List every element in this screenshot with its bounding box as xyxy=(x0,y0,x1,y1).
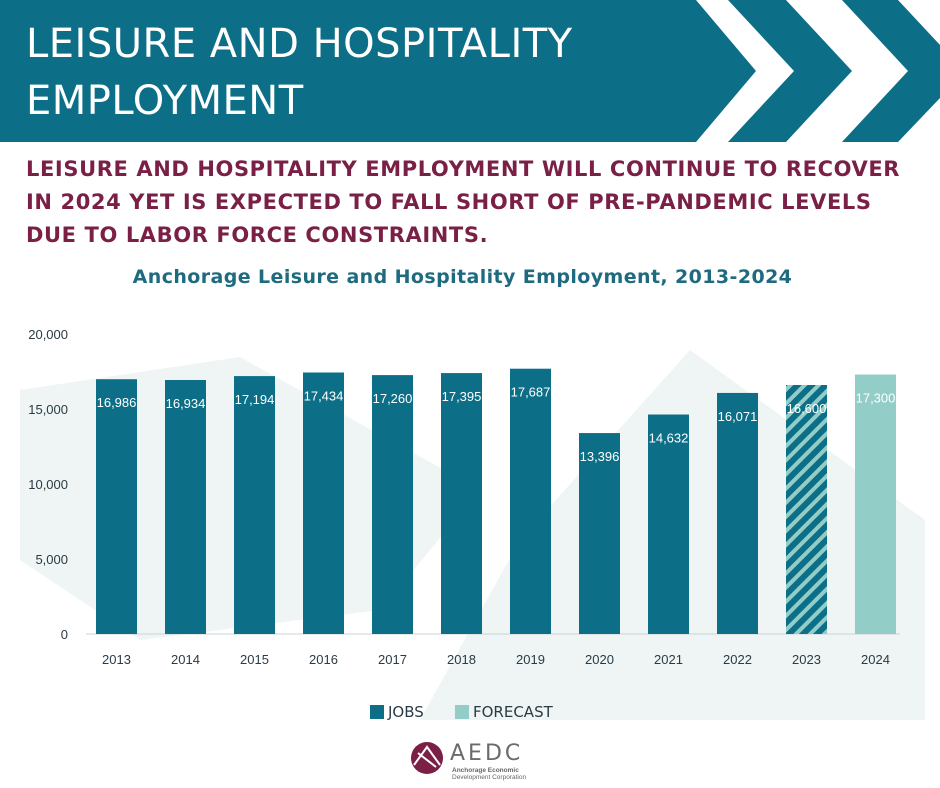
x-tick-label: 2018 xyxy=(447,652,476,667)
bar-2023 xyxy=(786,385,827,634)
bar-2017 xyxy=(372,375,413,634)
bar-value-label: 16,934 xyxy=(166,396,206,411)
x-tick-label: 2020 xyxy=(585,652,614,667)
x-tick-label: 2024 xyxy=(861,652,890,667)
logo-line2: Development Corporation xyxy=(452,774,527,781)
bar-2021 xyxy=(648,414,689,634)
bar-2016 xyxy=(303,372,344,634)
chevron-icon xyxy=(842,0,940,142)
chevron-icon xyxy=(728,0,852,142)
x-tick-label: 2023 xyxy=(792,652,821,667)
x-tick-label: 2017 xyxy=(378,652,407,667)
bar-2022 xyxy=(717,392,758,634)
logo-name: AEDC xyxy=(450,741,524,766)
bar-2020 xyxy=(579,433,620,634)
y-axis: 0 5,000 10,000 15,000 20,000 xyxy=(28,327,68,642)
aedc-logo-icon xyxy=(411,742,443,774)
legend-item-forecast: FORECAST xyxy=(455,703,553,721)
x-tick-label: 2013 xyxy=(102,652,131,667)
bar-value-label: 17,260 xyxy=(373,391,413,406)
legend-label-jobs: JOBS xyxy=(388,703,424,721)
bar-value-label: 14,632 xyxy=(649,431,689,446)
x-tick-label: 2016 xyxy=(309,652,338,667)
page-subtitle: LEISURE AND HOSPITALITY EMPLOYMENT WILL … xyxy=(26,157,901,247)
bar-value-label: 13,396 xyxy=(580,449,620,464)
legend-swatch-jobs xyxy=(370,705,384,719)
legend-label-forecast: FORECAST xyxy=(473,703,553,721)
bar-value-label: 17,395 xyxy=(442,389,482,404)
chart-title: Anchorage Leisure and Hospitality Employ… xyxy=(132,266,793,288)
bar-value-label: 17,300 xyxy=(856,391,896,406)
aedc-logo: AEDC Anchorage Economic Development Corp… xyxy=(410,741,540,781)
bar-chart: 0 5,000 10,000 15,000 20,000 16,986 16,934 17,… xyxy=(20,327,925,720)
logo-line1: Anchorage Economic xyxy=(452,767,519,774)
bar-2014 xyxy=(165,379,206,634)
logo-subtitle: Anchorage Economic Development Corporati… xyxy=(452,767,542,781)
legend-item-jobs: JOBS xyxy=(370,703,424,721)
bar-value-label: 17,194 xyxy=(235,392,275,407)
banner-arrow xyxy=(0,0,756,142)
bar-value-label: 16,986 xyxy=(97,395,137,410)
bars: 16,986 16,934 17,194 17,434 17,260 17,395 17,6… xyxy=(96,368,896,634)
bar-2018 xyxy=(441,373,482,634)
x-tick-label: 2021 xyxy=(654,652,683,667)
bar-2019 xyxy=(510,368,551,634)
bar-value-label: 17,687 xyxy=(511,385,551,400)
bar-2013 xyxy=(96,379,137,634)
bar-value-label: 16,071 xyxy=(718,409,758,424)
y-tick-label: 0 xyxy=(61,627,68,642)
bar-value-label: 17,434 xyxy=(304,388,344,403)
y-tick-label: 10,000 xyxy=(28,477,68,492)
bar-2024 xyxy=(855,374,896,634)
x-tick-label: 2014 xyxy=(171,652,200,667)
bar-2015 xyxy=(234,376,275,634)
bar-value-label: 16,600 xyxy=(787,401,827,416)
y-tick-label: 15,000 xyxy=(28,402,68,417)
x-tick-label: 2022 xyxy=(723,652,752,667)
x-tick-label: 2019 xyxy=(516,652,545,667)
legend-swatch-forecast xyxy=(455,705,469,719)
x-axis: 2013 2014 2015 2016 2017 2018 2019 2020 2021 2022… xyxy=(102,652,890,667)
header-banner xyxy=(0,0,940,142)
page-title: LEISURE AND HOSPITALITY EMPLOYMENT xyxy=(26,21,573,124)
y-tick-label: 20,000 xyxy=(28,327,68,342)
x-tick-label: 2015 xyxy=(240,652,269,667)
y-tick-label: 5,000 xyxy=(35,552,68,567)
